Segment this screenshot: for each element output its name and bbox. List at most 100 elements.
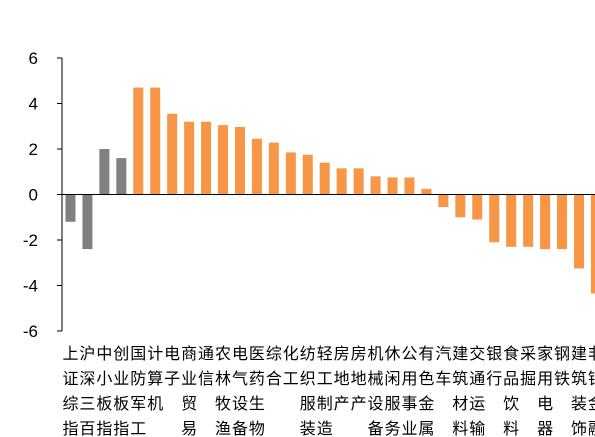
x-category-label-char: 属 [418,421,434,437]
x-category-label-char: 业 [181,370,197,388]
x-category-label-char: 房 [351,345,367,363]
x-category-label-char: 汽 [435,345,451,363]
x-category-label-char: 设 [368,395,384,413]
x-category-label-char: 工 [317,371,333,388]
x-category-label-char: 银 [486,345,502,363]
x-category-label-char: 务 [385,420,401,437]
bar [590,194,595,294]
x-category-label-char: 材 [452,395,468,413]
bar [557,194,568,250]
bar [573,194,584,269]
x-category-label-char: 上 [62,345,78,363]
x-category-label-char: 贸 [181,395,197,413]
x-category-label-char: 服 [300,395,316,413]
x-category-label-char: 装 [300,420,316,437]
x-category-label-char: 服 [385,395,401,413]
x-category-label-char: 装 [571,395,587,413]
x-category-label-char: 饮 [503,395,519,413]
bar [438,194,449,208]
x-category-label-char: 非 [588,345,595,363]
x-category-label-char: 事 [401,395,417,413]
bar [472,194,483,220]
bar [82,194,93,250]
x-category-label-char: 工 [130,421,146,437]
bar [285,152,296,195]
x-category-label-char: 沪 [79,345,95,363]
x-category-label-char: 三 [79,396,95,413]
bar [336,168,347,195]
x-category-label-char: 生 [249,395,265,413]
x-category-label-char: 运 [469,395,485,413]
x-category-label-char: 产 [351,395,367,413]
x-category-label-char: 创 [113,345,129,363]
x-category-label-char: 药 [249,370,265,388]
bar [370,176,381,195]
x-category-label-char: 饰 [571,420,587,437]
x-category-label-char: 筑 [452,370,468,388]
x-category-label-char: 用 [537,371,553,388]
x-category-label-char: 军 [130,395,146,413]
bar [387,177,398,195]
x-category-label-char: 机 [368,345,384,363]
bar [353,168,364,195]
x-category-label-char: 百 [79,421,95,437]
x-category-label-char: 色 [418,370,434,388]
x-category-label-char: 建 [452,345,468,363]
x-category-label-char: 物 [249,420,265,437]
bar [251,138,262,195]
x-category-label-char: 车 [435,370,451,388]
x-category-label-char: 铁 [554,370,570,388]
x-category-label-char: 业 [401,420,417,437]
bar [116,158,127,195]
x-category-label-char: 造 [317,420,333,437]
x-category-label-char: 业 [113,370,129,388]
x-category-label-char: 备 [232,420,248,437]
x-category-label-char: 通 [469,370,485,388]
x-category-label-char: 产 [334,395,350,413]
x-category-label-char: 筑 [571,370,587,388]
x-category-label-char: 易 [181,421,197,437]
x-category-label-char: 行 [486,370,502,388]
bar [421,188,432,195]
x-category-label-char: 证 [62,370,78,388]
x-category-label-char: 备 [368,420,384,437]
x-category-label-char: 信 [198,370,214,388]
x-category-label-char: 电 [164,345,180,363]
x-category-label-char: 渔 [215,420,231,437]
bar [201,121,212,195]
x-category-label-char: 掘 [520,370,536,388]
x-category-label-char: 有 [418,345,434,363]
x-category-label-char: 电 [232,345,248,363]
x-category-label-char: 公 [401,346,417,363]
x-category-label-char: 设 [232,395,248,413]
x-category-label-char: 食 [503,345,519,363]
y-tick-label: -4 [23,277,38,296]
x-category-label-char: 指 [113,420,129,437]
x-category-label-char: 银 [588,370,595,388]
x-category-label-char: 林 [215,370,231,388]
x-category-label-char: 家 [537,345,553,363]
y-tick-label: 6 [29,49,38,68]
y-tick-label: 4 [29,95,38,114]
x-category-label-char: 用 [401,371,417,388]
x-category-label-char: 算 [147,369,163,388]
bar [302,154,313,195]
y-tick-label: 2 [29,140,38,159]
x-category-label-char: 织 [300,370,316,388]
x-category-label-char: 板 [113,395,129,413]
x-category-label-char: 合 [266,370,282,388]
x-category-label-char: 融 [588,420,595,437]
x-category-label-char: 料 [452,420,468,437]
x-category-label-char: 机 [147,395,163,413]
x-category-label-char: 纺 [300,345,316,363]
y-tick-label: 0 [29,186,38,205]
x-category-label-char: 品 [503,371,519,388]
x-category-label-char: 器 [537,420,553,437]
x-category-label-char: 化 [283,345,299,363]
x-category-label-char: 地 [351,370,367,388]
x-category-label-char: 气 [232,370,248,388]
bar [218,125,229,195]
x-category-label-char: 电 [537,395,553,413]
bar [234,126,245,195]
